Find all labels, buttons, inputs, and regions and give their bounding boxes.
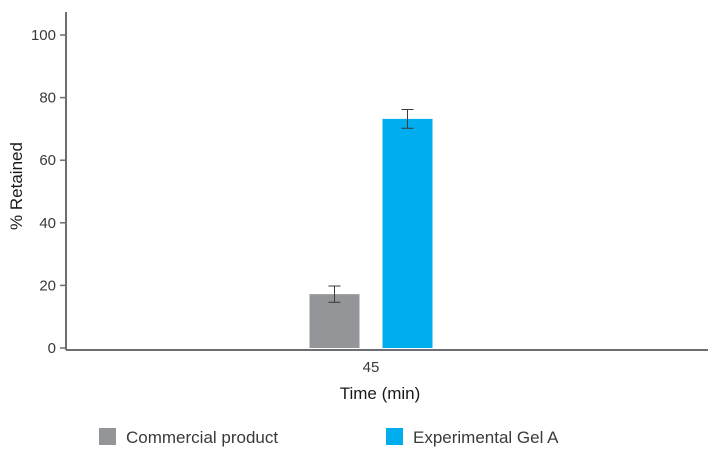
legend-item: Commercial product <box>99 428 278 447</box>
axes <box>65 12 708 351</box>
x-axis-title: Time (min) <box>340 384 421 403</box>
legend: Commercial product Experimental Gel A <box>99 428 559 447</box>
y-tick-label: 80 <box>39 90 56 107</box>
y-ticks: 0 20 40 60 80 100 <box>31 27 66 357</box>
bar-commercial-product <box>309 294 360 348</box>
bars <box>309 108 433 348</box>
x-ticks: 45 <box>363 359 380 376</box>
error-bar <box>328 285 341 303</box>
legend-swatch <box>386 428 403 445</box>
x-tick-label: 45 <box>363 359 380 376</box>
y-tick-label: 20 <box>39 277 56 294</box>
legend-swatch <box>99 428 116 445</box>
error-bar <box>401 108 414 129</box>
bar-experimental-gel-a <box>382 118 433 348</box>
y-tick-label: 100 <box>31 27 56 44</box>
y-tick-label: 60 <box>39 152 56 169</box>
y-tick-label: 0 <box>48 340 56 357</box>
y-axis-title: % Retained <box>7 142 26 230</box>
legend-label: Experimental Gel A <box>413 428 559 447</box>
legend-label: Commercial product <box>126 428 278 447</box>
y-tick-label: 40 <box>39 215 56 232</box>
legend-item: Experimental Gel A <box>386 428 559 447</box>
